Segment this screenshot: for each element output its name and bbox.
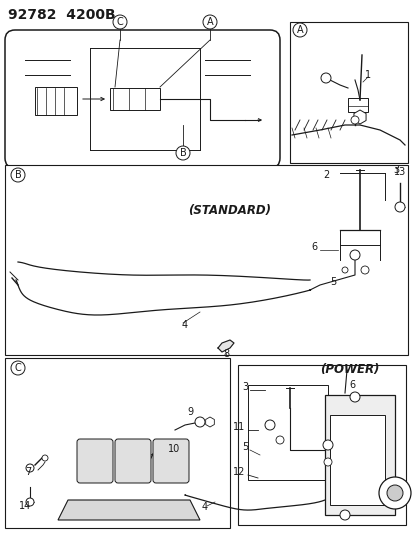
- Text: C: C: [116, 17, 123, 27]
- Circle shape: [11, 361, 25, 375]
- Text: 3: 3: [392, 165, 398, 175]
- Circle shape: [176, 146, 190, 160]
- Text: 7: 7: [25, 467, 31, 477]
- Text: 92782  4200B: 92782 4200B: [8, 8, 115, 22]
- Text: 6: 6: [348, 380, 354, 390]
- Circle shape: [26, 464, 34, 472]
- Circle shape: [292, 23, 306, 37]
- Text: C: C: [14, 363, 21, 373]
- Circle shape: [322, 440, 332, 450]
- Circle shape: [341, 267, 347, 273]
- Text: 3: 3: [241, 382, 247, 392]
- Text: 1: 1: [364, 70, 370, 80]
- Bar: [329, 415, 384, 505]
- Bar: [237, 365, 405, 525]
- Text: 6: 6: [311, 242, 317, 252]
- Bar: [289, 22, 407, 163]
- Text: 4: 4: [181, 320, 188, 330]
- Circle shape: [350, 116, 358, 124]
- Text: 8: 8: [222, 349, 228, 359]
- Circle shape: [26, 498, 34, 506]
- Circle shape: [202, 15, 216, 29]
- FancyBboxPatch shape: [77, 439, 113, 483]
- Text: 4: 4: [202, 502, 208, 512]
- Text: 13: 13: [393, 167, 405, 177]
- Circle shape: [339, 510, 349, 520]
- Polygon shape: [218, 340, 233, 352]
- Bar: [110, 88, 159, 110]
- Circle shape: [320, 73, 330, 83]
- Bar: [247, 385, 327, 480]
- FancyBboxPatch shape: [115, 439, 151, 483]
- Circle shape: [42, 455, 48, 461]
- Bar: [35, 87, 77, 115]
- Circle shape: [264, 420, 274, 430]
- Circle shape: [386, 485, 402, 501]
- Circle shape: [195, 417, 204, 427]
- FancyBboxPatch shape: [5, 30, 279, 168]
- Circle shape: [323, 458, 331, 466]
- Text: 14: 14: [19, 501, 31, 511]
- Bar: [5, 358, 230, 528]
- Circle shape: [113, 15, 127, 29]
- Text: 5: 5: [329, 277, 335, 287]
- Text: A: A: [206, 17, 213, 27]
- Circle shape: [394, 202, 404, 212]
- Text: B: B: [14, 170, 21, 180]
- Circle shape: [360, 266, 368, 274]
- Circle shape: [275, 436, 283, 444]
- Bar: [347, 98, 367, 112]
- Circle shape: [349, 250, 359, 260]
- Text: 12: 12: [232, 467, 244, 477]
- Circle shape: [378, 477, 410, 509]
- Text: 2: 2: [323, 170, 329, 180]
- Bar: [5, 165, 407, 355]
- FancyBboxPatch shape: [153, 439, 189, 483]
- Text: B: B: [179, 148, 186, 158]
- Text: (STANDARD): (STANDARD): [188, 204, 271, 216]
- Circle shape: [349, 392, 359, 402]
- Text: (POWER): (POWER): [320, 363, 379, 376]
- Polygon shape: [58, 500, 199, 520]
- Circle shape: [11, 168, 25, 182]
- Text: 5: 5: [241, 442, 247, 452]
- Text: 11: 11: [232, 422, 244, 432]
- Text: 10: 10: [168, 444, 180, 454]
- Bar: [324, 395, 394, 515]
- Text: 9: 9: [187, 407, 192, 417]
- Text: A: A: [296, 25, 303, 35]
